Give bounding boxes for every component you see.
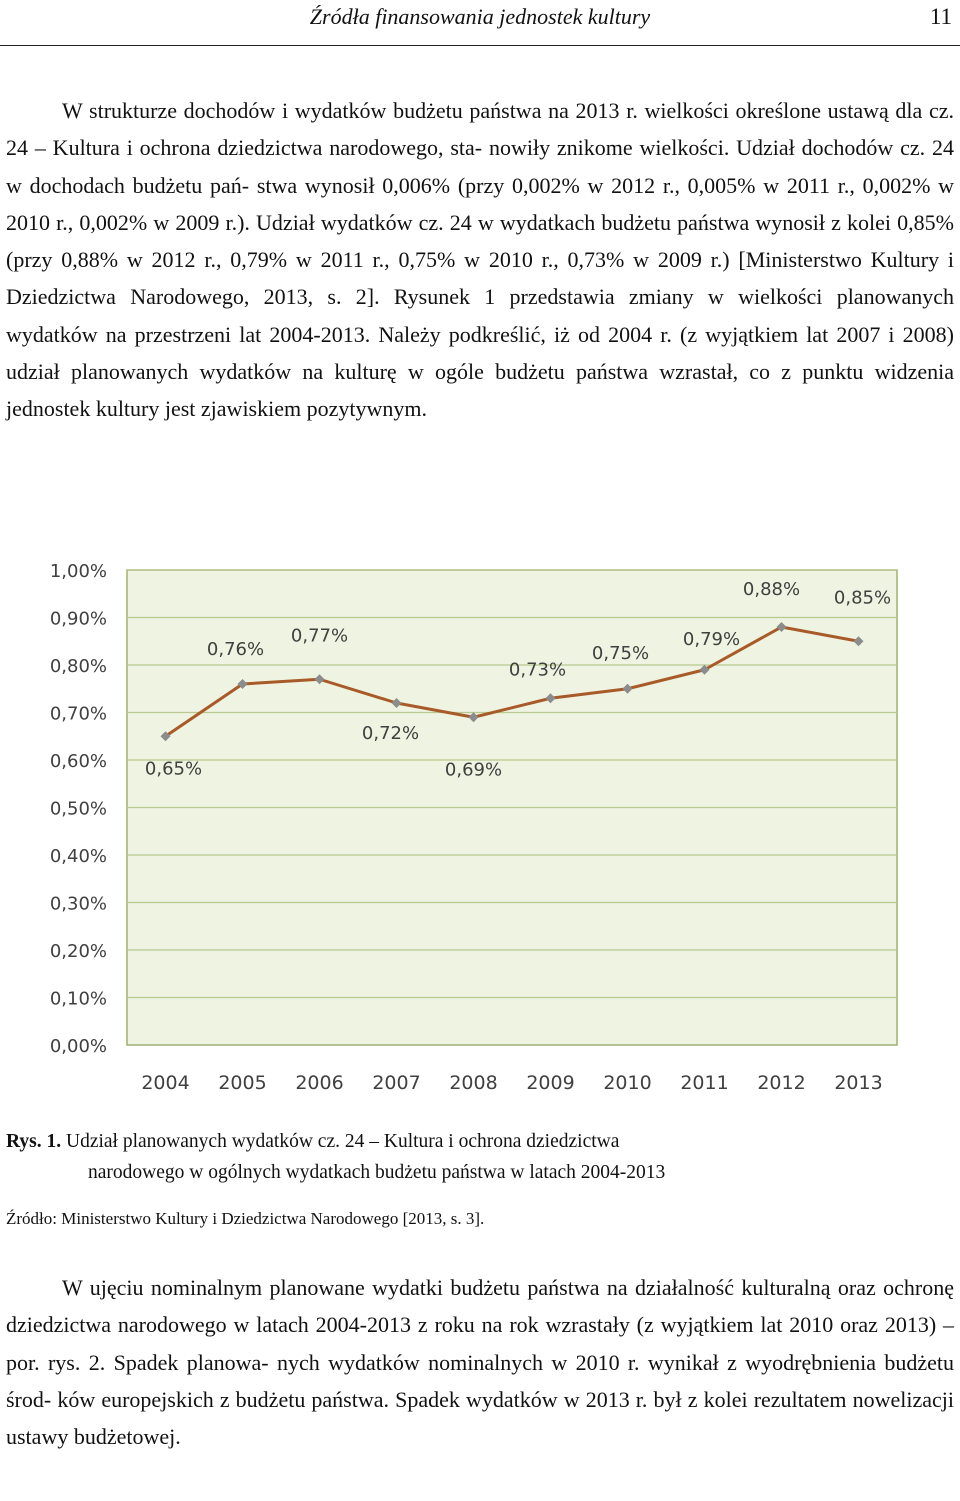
data-labels: 0,65% 0,76% 0,77% 0,72% 0,69% 0,73% 0,75% 0,79%… [145,579,891,780]
series-line [164,625,859,738]
data-series [160,622,864,742]
caption-label: Rys. 1. [6,1131,62,1152]
paragraph-line: ków europejskich z budżetu państwa. Spad… [57,1386,748,1412]
x-tick-label: 2010 [603,1072,651,1094]
paragraph-line: rok wzrastały (z wyjątkiem lat 2010 oraz… [6,1312,955,1375]
paragraph-line: na przestrzeni lat 2004-2013. Należy pod… [105,321,829,347]
data-label: 0,75% [592,643,649,664]
data-label: 0,65% [145,758,202,779]
data-point-marker [699,664,710,675]
data-label: 0,88% [743,579,800,600]
data-point-marker [776,622,787,632]
y-tick-label: 1,00% [50,561,107,582]
paragraph-line: wzrastał, co z punktu widzenia jednostek… [6,359,955,422]
paragraph-line: stwa wynosił 0,006% (przy 0,002% w 2012 … [256,172,931,198]
caption-text-line2: narodowego w ogólnych wydatkach budżetu … [88,1162,666,1183]
paragraph-line: 2007 i 2008) udział planowanych wydatków… [6,321,954,385]
y-tick-label: 0,50% [50,799,107,820]
paragraph-line: w 2010 r., 0,002% w 2009 r.). Udział wyd… [6,172,955,235]
paragraph-line: 2013, s. 2]. Rysunek 1 przedstawia zmian… [6,284,954,347]
data-point-marker [237,679,248,689]
data-point-marker [853,636,864,647]
x-tick-label: 2007 [372,1072,420,1094]
y-tick-label: 0,10% [50,989,107,1010]
paragraph-line: kulturalną oraz ochronę dziedzictwa naro… [6,1275,954,1338]
page-number: 11 [929,4,952,29]
running-title: Źródła finansowania jednostek kultury [309,4,651,29]
y-tick-label: 0,00% [50,1036,107,1057]
x-tick-label: 2005 [218,1072,266,1094]
data-point-marker [545,693,556,704]
x-tick-label: 2013 [834,1072,882,1094]
data-point-marker [160,731,171,742]
x-tick-label: 2009 [526,1072,574,1094]
x-tick-label: 2004 [141,1072,189,1094]
data-point-marker [314,674,325,685]
paragraph-line: W ujęciu nominalnym planowane wydatki bu… [62,1275,734,1300]
figure-source: Źródło: Ministerstwo Kultury i Dziedzict… [6,1209,485,1228]
x-axis-ticks: 2004 2005 2006 2007 2008 2009 2010 2011 2012 2013 [141,1072,882,1094]
y-tick-label: 0,60% [50,751,107,772]
paragraph-line: określone ustawą dla cz. 24 – Kultura i … [6,98,954,161]
y-tick-label: 0,70% [50,704,107,725]
data-point-marker [468,712,479,723]
x-tick-label: 2008 [449,1072,497,1094]
figure-caption: Rys. 1. Udział planowanych wydatków cz. … [6,1126,954,1188]
x-tick-label: 2012 [757,1072,805,1094]
page-header: Źródła finansowania jednostek kultury 11 [0,0,960,46]
paragraph-line: w 2010 r., 0,73% w 2009 r.) [Ministerstw… [6,247,954,310]
data-label: 0,76% [207,639,264,660]
y-tick-label: 0,40% [50,846,107,867]
data-label: 0,69% [445,759,502,780]
x-tick-label: 2011 [680,1072,728,1094]
data-label: 0,73% [509,659,566,680]
y-tick-label: 0,30% [50,894,107,915]
y-axis-ticks: 0,00% 0,10% 0,20% 0,30% 0,40% 0,50% 0,60% 0,70%… [50,561,107,1057]
line-chart: 0,00% 0,10% 0,20% 0,30% 0,40% 0,50% 0,60% 0,70%… [50,561,898,1094]
data-point-marker [391,698,402,708]
y-tick-label: 0,80% [50,656,107,677]
caption-text-line1: Udział planowanych wydatków cz. 24 – Kul… [66,1131,620,1152]
paragraph-line: W strukturze dochodów i wydatków budżetu… [62,98,729,123]
gridlines [127,569,897,999]
paragraph-line: nych wydatków nominalnych w 2010 r. wyni… [6,1349,955,1412]
paragraph-intro: W strukturze dochodów i wydatków budżetu… [6,92,954,428]
header-rule [0,45,960,46]
data-point-marker [622,683,633,694]
paragraph-line: rezultatem nowelizacji ustawy budżetowej… [6,1386,955,1450]
data-label: 0,79% [683,629,740,650]
data-label: 0,77% [291,625,348,646]
y-tick-label: 0,20% [50,941,107,962]
paragraph-line: państwa wynosił z kolei 0,85% (przy 0,88… [6,209,954,273]
paragraph-nominal: W ujęciu nominalnym planowane wydatki bu… [6,1269,954,1455]
x-tick-label: 2006 [295,1072,343,1094]
paragraph-line: nowiły znikome wielkości. Udział dochodó… [6,135,954,198]
y-tick-label: 0,90% [50,609,107,630]
data-label: 0,72% [362,723,419,744]
data-label: 0,85% [834,587,891,608]
